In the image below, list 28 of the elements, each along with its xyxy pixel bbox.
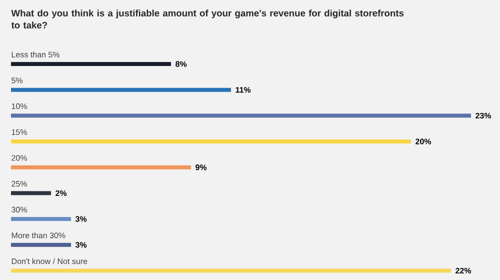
y-tick-label: 10%: [12, 103, 28, 110]
data-label: 20%: [416, 138, 432, 144]
bar: [11, 165, 191, 170]
bar: [11, 217, 72, 222]
bar: [11, 114, 471, 118]
data-label: 8%: [176, 61, 187, 67]
data-label: 22%: [456, 268, 472, 274]
y-tick-label: 5%: [12, 78, 23, 84]
bar: [11, 191, 51, 196]
chart-title: What do you think is a justifiable amount of your game's revenue for digital storefronts to take?: [11, 10, 404, 28]
data-label: 9%: [196, 164, 207, 170]
bar: [11, 62, 172, 66]
y-tick-label: 20%: [12, 155, 28, 161]
data-label: 3%: [75, 216, 87, 222]
bar: [11, 88, 232, 92]
bar: [11, 140, 411, 144]
bar: [11, 242, 72, 247]
y-tick-label: Less than 5%: [12, 52, 60, 58]
y-tick-label: More than 30%: [12, 232, 66, 238]
data-label: 23%: [476, 112, 492, 119]
y-tick-label: 15%: [12, 129, 28, 135]
data-label: 2%: [56, 190, 67, 196]
y-tick-label: 25%: [12, 180, 28, 187]
data-label: 11%: [236, 87, 251, 93]
bar: [11, 268, 452, 273]
data-label: 3%: [75, 242, 87, 248]
y-tick-label: 30%: [12, 206, 28, 212]
y-tick-label: Don't know / Not sure: [12, 258, 88, 264]
